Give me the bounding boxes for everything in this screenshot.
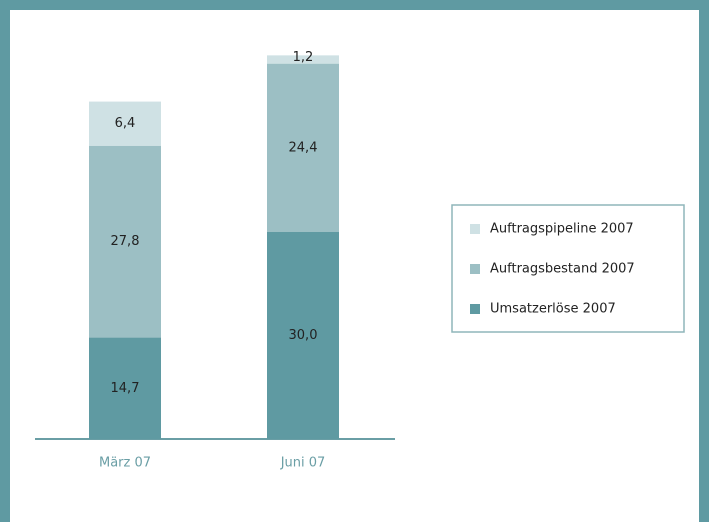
x-tick-label: März 07	[99, 456, 151, 471]
legend-swatch	[470, 264, 480, 274]
bar-segment	[89, 145, 161, 338]
bar-segment	[267, 63, 339, 232]
bar-segment	[267, 232, 339, 439]
legend-label: Umsatzerlöse 2007	[490, 302, 616, 317]
legend-label: Auftragsbestand 2007	[490, 262, 635, 277]
value-label: 24,4	[289, 140, 318, 155]
value-label: 14,7	[111, 381, 140, 396]
value-label: 30,0	[289, 328, 318, 343]
bar-segment	[267, 55, 339, 64]
legend-label: Auftragspipeline 2007	[490, 222, 634, 237]
value-label: 27,8	[111, 234, 140, 249]
value-label: 6,4	[115, 116, 136, 131]
bar-segment	[89, 337, 161, 439]
x-tick-label: Juni 07	[280, 456, 326, 471]
legend-swatch	[470, 304, 480, 314]
legend-swatch	[470, 224, 480, 234]
legend-box	[451, 204, 685, 333]
bar-segment	[89, 101, 161, 146]
value-label: 1,2	[293, 50, 314, 65]
